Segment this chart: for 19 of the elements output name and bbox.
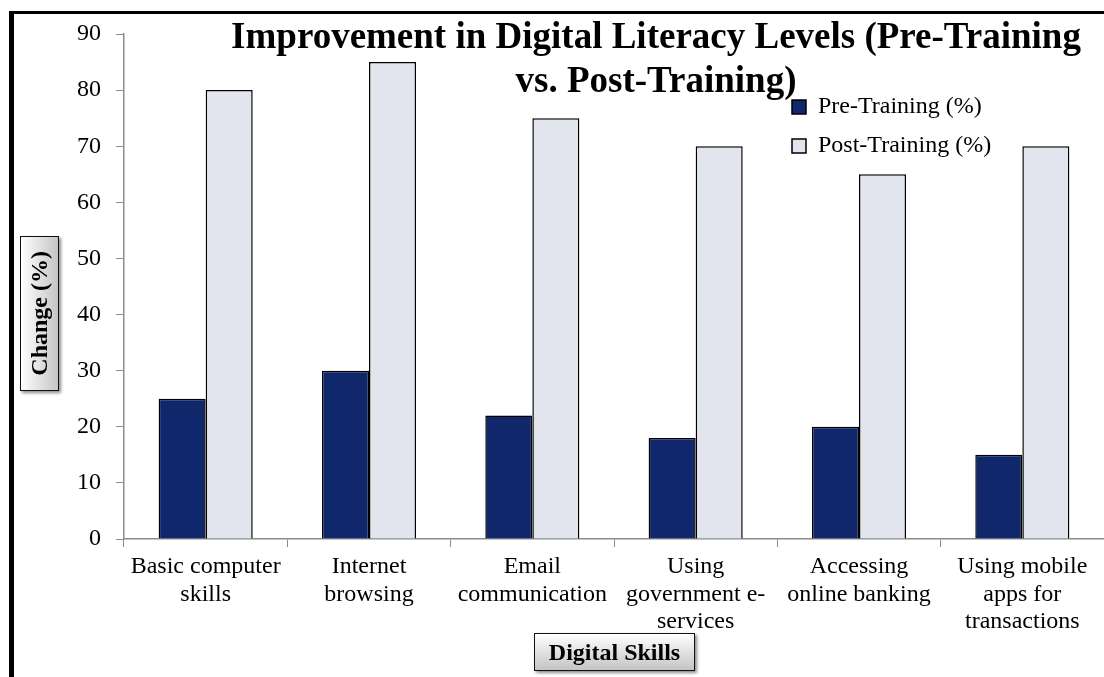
x-tick-label: Using mobile apps for transactions — [957, 552, 1088, 634]
x-axis-title: Digital Skills — [534, 633, 695, 671]
y-tick-label: 20 — [77, 412, 101, 439]
y-tick-label: 50 — [77, 243, 101, 270]
y-tick-label: 80 — [77, 75, 101, 102]
y-tick-label: 0 — [89, 524, 101, 551]
y-tick-label: 90 — [77, 19, 101, 46]
x-tick-label: Email communication — [457, 552, 607, 606]
x-tick-label: Accessing online banking — [787, 552, 931, 606]
x-tick-label: Internet browsing — [324, 552, 414, 606]
y-tick-label: 60 — [77, 187, 101, 214]
y-axis-title: Change (%) — [26, 251, 53, 376]
y-tick-label: 40 — [77, 299, 101, 326]
x-tick-label: Using government e-services — [626, 552, 766, 634]
y-tick-label: 70 — [77, 131, 101, 158]
x-tick-label: Basic computer skills — [130, 552, 281, 606]
y-tick-label: 10 — [77, 468, 101, 495]
y-tick-label: 30 — [77, 355, 101, 382]
legend-label: Post-Training (%) — [818, 131, 992, 158]
